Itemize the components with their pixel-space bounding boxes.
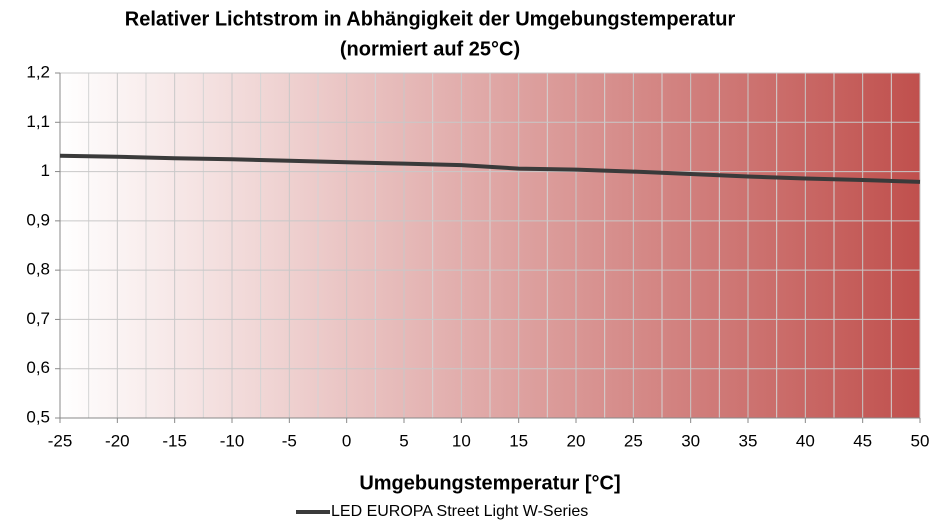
chart-subtitle: (normiert auf 25°C) bbox=[340, 38, 520, 60]
x-tick-label: -15 bbox=[162, 431, 187, 450]
x-tick-label: 35 bbox=[739, 431, 758, 450]
y-tick-label: 1,2 bbox=[26, 62, 50, 81]
x-tick-label: 45 bbox=[853, 431, 872, 450]
y-tick-label: 0,5 bbox=[26, 407, 50, 426]
y-tick-label: 1 bbox=[41, 161, 50, 180]
x-tick-label: -25 bbox=[48, 431, 73, 450]
y-tick-label: 0,7 bbox=[26, 309, 50, 328]
chart-title: Relativer Lichtstrom in Abhängigkeit der… bbox=[125, 8, 736, 30]
y-tick-label: 1,1 bbox=[26, 112, 50, 131]
y-tick-label: 0,6 bbox=[26, 358, 50, 377]
legend-label: LED EUROPA Street Light W-Series bbox=[331, 503, 588, 520]
x-tick-label: 15 bbox=[509, 431, 528, 450]
x-axis-label: Umgebungstemperatur [°C] bbox=[359, 472, 620, 494]
x-tick-label: 0 bbox=[342, 431, 351, 450]
x-tick-label: 30 bbox=[681, 431, 700, 450]
y-tick-label: 0,9 bbox=[26, 210, 50, 229]
x-tick-label: -10 bbox=[220, 431, 245, 450]
x-tick-label: 40 bbox=[796, 431, 815, 450]
y-tick-label: 0,8 bbox=[26, 260, 50, 279]
x-tick-label: 25 bbox=[624, 431, 643, 450]
series-line bbox=[59, 153, 921, 184]
x-tick-label: 5 bbox=[399, 431, 408, 450]
x-tick-label: 10 bbox=[452, 431, 471, 450]
x-tick-label: -20 bbox=[105, 431, 130, 450]
x-tick-label: 50 bbox=[911, 431, 930, 450]
x-tick-label: 20 bbox=[567, 431, 586, 450]
x-tick-label: -5 bbox=[282, 431, 297, 450]
